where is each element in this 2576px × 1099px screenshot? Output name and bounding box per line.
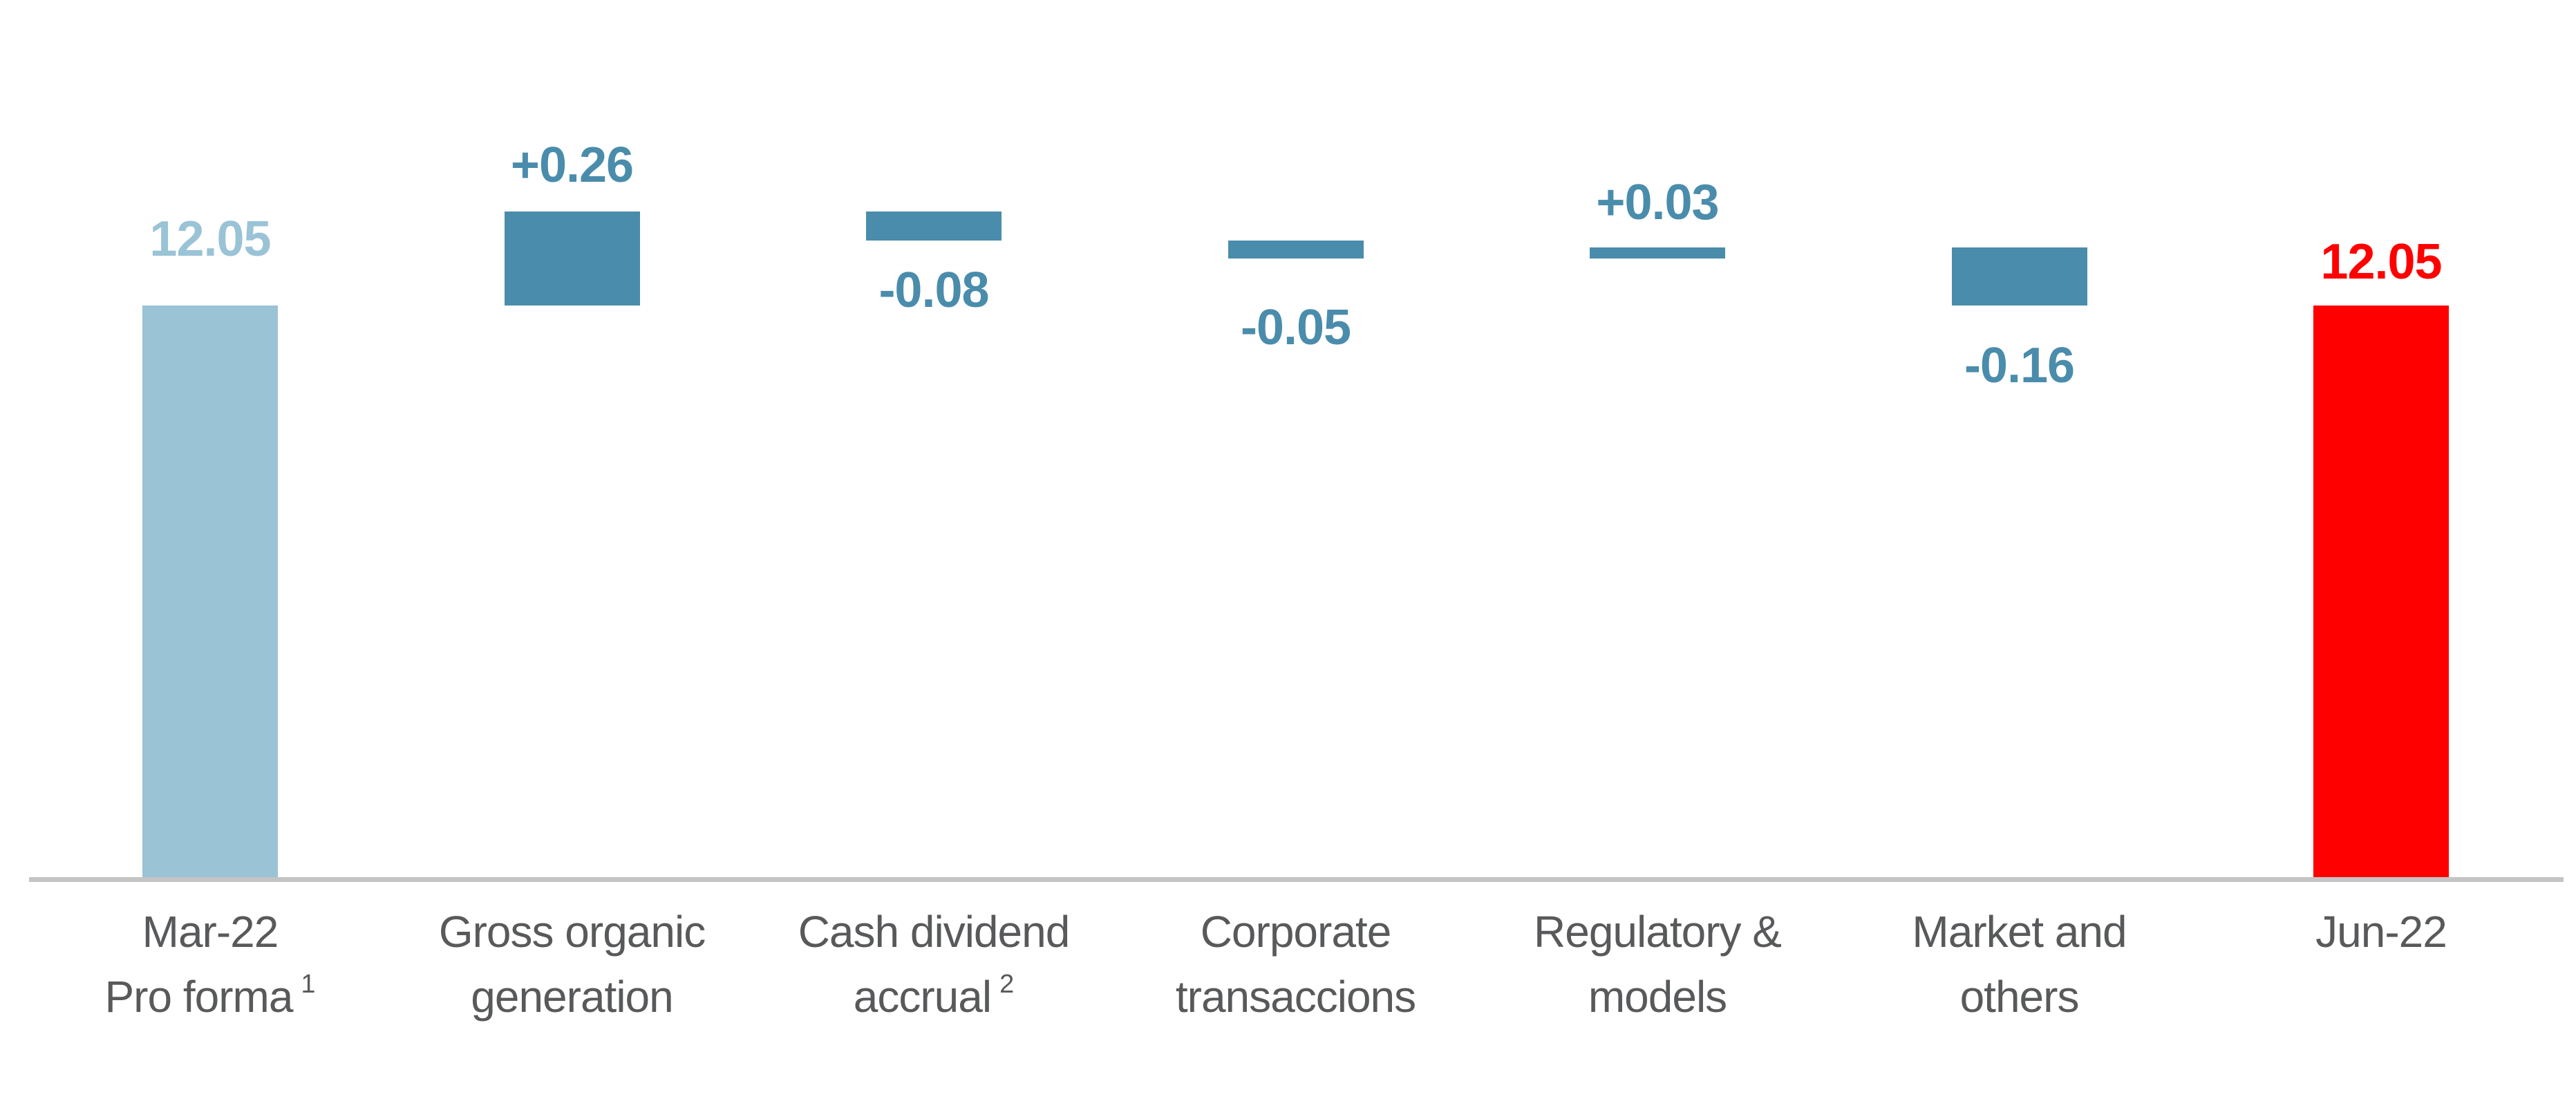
bar-corporate-transaccions: [1228, 241, 1364, 259]
category-label-line: transaccions: [1115, 964, 1477, 1029]
category-label-line: models: [1476, 964, 1839, 1029]
category-label-text: Regulatory &: [1534, 907, 1782, 957]
category-label: Gross organic generation: [391, 899, 753, 1029]
category-label-text: Market and: [1912, 907, 2127, 957]
category-label-text: Mar-22: [142, 907, 279, 957]
bar-value-label: -0.08: [878, 263, 989, 319]
category-label: Cash dividend accrual 2: [753, 899, 1115, 1036]
category-label: Corporate transaccions: [1115, 899, 1477, 1029]
category-label: Jun-22: [2200, 899, 2562, 964]
category-label-text: transaccions: [1175, 972, 1416, 1022]
bar-value-label: 12.05: [2320, 234, 2442, 290]
category-label-text: Cash dividend: [798, 907, 1071, 957]
bar-cash-dividend-accrual: [866, 212, 1002, 241]
category-label-text: accrual: [853, 972, 992, 1022]
category-label-line: Regulatory &: [1476, 899, 1839, 964]
category-label: Regulatory & models: [1476, 899, 1839, 1029]
category-label-text: others: [1959, 972, 2080, 1022]
bar-value-label: -0.16: [1964, 337, 2075, 393]
category-label-line: Gross organic: [391, 899, 753, 964]
category-label-text: generation: [471, 972, 673, 1022]
category-label-text: Corporate: [1200, 907, 1392, 957]
category-label-line: Corporate: [1115, 899, 1477, 964]
footnote-superscript: 2: [999, 970, 1015, 999]
bar-mar-22-pro-forma: [142, 305, 278, 877]
bar-regulatory-models: [1590, 247, 1725, 259]
category-label-line: accrual 2: [753, 964, 1115, 1036]
bar-gross-organic-generation: [504, 212, 640, 306]
category-label-line: generation: [391, 964, 753, 1029]
category-label-line: others: [1839, 964, 2201, 1029]
bar-value-label: 12.05: [149, 211, 271, 267]
category-label-line: Cash dividend: [753, 899, 1115, 964]
bar-value-label: +0.03: [1596, 175, 1719, 231]
x-axis-line: [29, 877, 2564, 882]
category-label-text: Jun-22: [2315, 907, 2447, 957]
category-label: Market and others: [1839, 899, 2201, 1029]
category-label-line: Jun-22: [2200, 899, 2562, 964]
bar-market-and-others: [1951, 247, 2087, 306]
bar-value-label: -0.05: [1240, 300, 1351, 356]
bar-jun-22: [2313, 305, 2449, 877]
category-label-text: Pro forma: [104, 972, 293, 1022]
category-label-line: Mar-22: [29, 899, 391, 964]
category-label-text: models: [1588, 972, 1727, 1022]
bar-value-label: +0.26: [510, 138, 634, 194]
category-label: Mar-22 Pro forma 1: [29, 899, 391, 1036]
category-label-line: Market and: [1839, 899, 2201, 964]
category-label-text: Gross organic: [438, 907, 706, 957]
footnote-superscript: 1: [301, 970, 316, 999]
category-label-line: Pro forma 1: [29, 964, 391, 1036]
